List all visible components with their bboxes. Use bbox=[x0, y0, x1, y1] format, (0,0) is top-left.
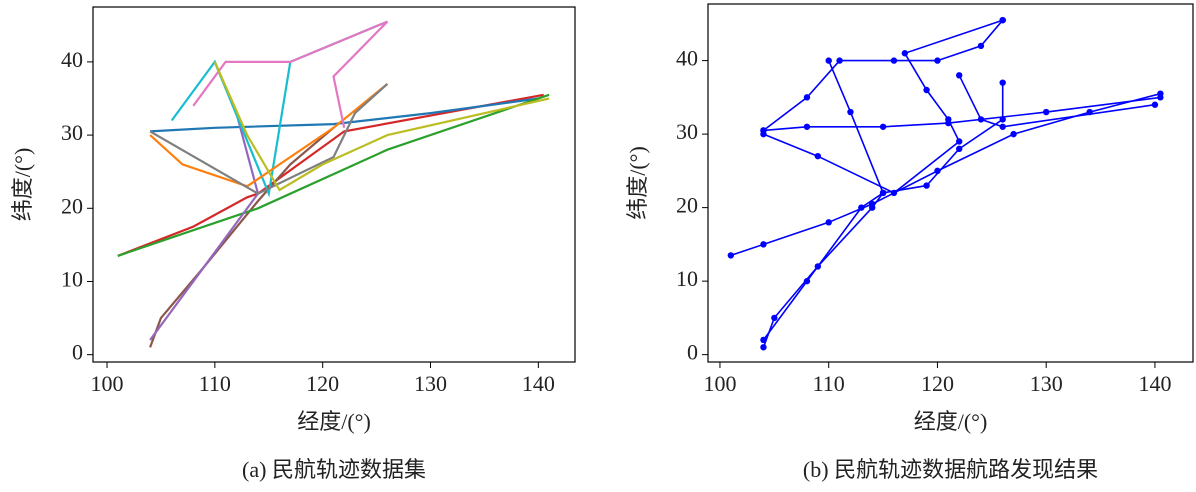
trajectory bbox=[763, 96, 1161, 132]
waypoint bbox=[771, 314, 778, 322]
plot-frame bbox=[707, 3, 1194, 363]
waypoint bbox=[901, 50, 909, 57]
x-axis-label: 经度/(°) bbox=[914, 409, 988, 434]
caption: (a) 民航轨迹数据集 bbox=[242, 457, 426, 482]
waypoint bbox=[977, 116, 985, 123]
y-tick-label: 20 bbox=[61, 193, 83, 218]
x-tick-label: 130 bbox=[1030, 371, 1063, 396]
x-tick-label: 120 bbox=[306, 371, 339, 396]
x-tick-label: 110 bbox=[813, 371, 845, 396]
x-tick-label: 100 bbox=[91, 371, 124, 396]
waypoint bbox=[890, 57, 898, 64]
waypoint bbox=[858, 204, 865, 211]
waypoint bbox=[955, 138, 963, 145]
x-tick-label: 140 bbox=[1138, 371, 1171, 396]
y-tick-label: 0 bbox=[72, 340, 83, 365]
y-axis-label: 纬度/(°) bbox=[10, 148, 35, 222]
waypoint bbox=[999, 123, 1006, 130]
trajectory bbox=[192, 20, 389, 129]
x-tick-label: 140 bbox=[522, 371, 555, 396]
y-tick-label: 40 bbox=[676, 46, 698, 71]
x-axis-label: 经度/(°) bbox=[297, 409, 371, 434]
waypoint bbox=[760, 344, 767, 351]
waypoint bbox=[825, 57, 832, 64]
trajectory bbox=[763, 19, 1004, 132]
trajectory bbox=[149, 83, 389, 195]
x-tick-label: 120 bbox=[921, 371, 954, 396]
waypoint bbox=[760, 130, 767, 138]
waypoint bbox=[879, 189, 887, 197]
y-axis-label: 纬度/(°) bbox=[625, 146, 650, 220]
waypoint bbox=[847, 108, 854, 116]
trajectory bbox=[150, 97, 539, 133]
waypoint bbox=[814, 152, 822, 160]
waypoint bbox=[923, 182, 930, 189]
caption: (b) 民航轨迹数据航路发现结果 bbox=[803, 457, 1098, 482]
waypoint bbox=[999, 79, 1006, 86]
trajectory bbox=[117, 93, 550, 257]
waypoint bbox=[760, 241, 767, 248]
trajectory bbox=[149, 126, 335, 348]
y-tick-label: 30 bbox=[61, 120, 83, 145]
waypoint bbox=[1042, 108, 1050, 116]
x-tick-label: 110 bbox=[199, 371, 231, 396]
waypoint bbox=[803, 94, 811, 101]
trajectory bbox=[213, 61, 550, 192]
trajectory bbox=[762, 82, 1004, 348]
waypoint bbox=[836, 57, 843, 64]
waypoint bbox=[945, 116, 952, 123]
waypoint bbox=[869, 200, 876, 208]
y-tick-label: 40 bbox=[61, 47, 83, 72]
y-tick-label: 10 bbox=[676, 266, 698, 291]
waypoint bbox=[879, 123, 887, 130]
trajectory bbox=[958, 74, 1156, 128]
y-tick-label: 10 bbox=[61, 267, 83, 292]
waypoint bbox=[934, 57, 941, 64]
waypoint bbox=[760, 336, 767, 344]
waypoint bbox=[955, 145, 963, 153]
x-tick-label: 130 bbox=[414, 371, 447, 396]
waypoint bbox=[727, 252, 735, 259]
waypoint bbox=[1010, 130, 1017, 138]
plot-frame bbox=[92, 6, 576, 363]
trajectory bbox=[763, 19, 1003, 194]
waypoint bbox=[1157, 94, 1164, 101]
y-tick-label: 20 bbox=[676, 193, 698, 218]
y-tick-label: 30 bbox=[676, 119, 698, 144]
waypoint bbox=[1151, 101, 1159, 108]
waypoint bbox=[999, 16, 1006, 24]
waypoint bbox=[890, 189, 898, 197]
waypoint bbox=[825, 219, 832, 226]
trajectory bbox=[762, 192, 884, 341]
waypoint bbox=[934, 167, 941, 175]
waypoint bbox=[803, 277, 811, 285]
trajectory bbox=[117, 93, 544, 257]
trajectory bbox=[170, 20, 388, 198]
waypoint bbox=[803, 123, 811, 130]
waypoint bbox=[923, 86, 930, 94]
waypoint bbox=[955, 72, 963, 79]
waypoint bbox=[977, 42, 985, 50]
y-tick-label: 0 bbox=[687, 340, 698, 365]
x-tick-label: 100 bbox=[703, 371, 736, 396]
